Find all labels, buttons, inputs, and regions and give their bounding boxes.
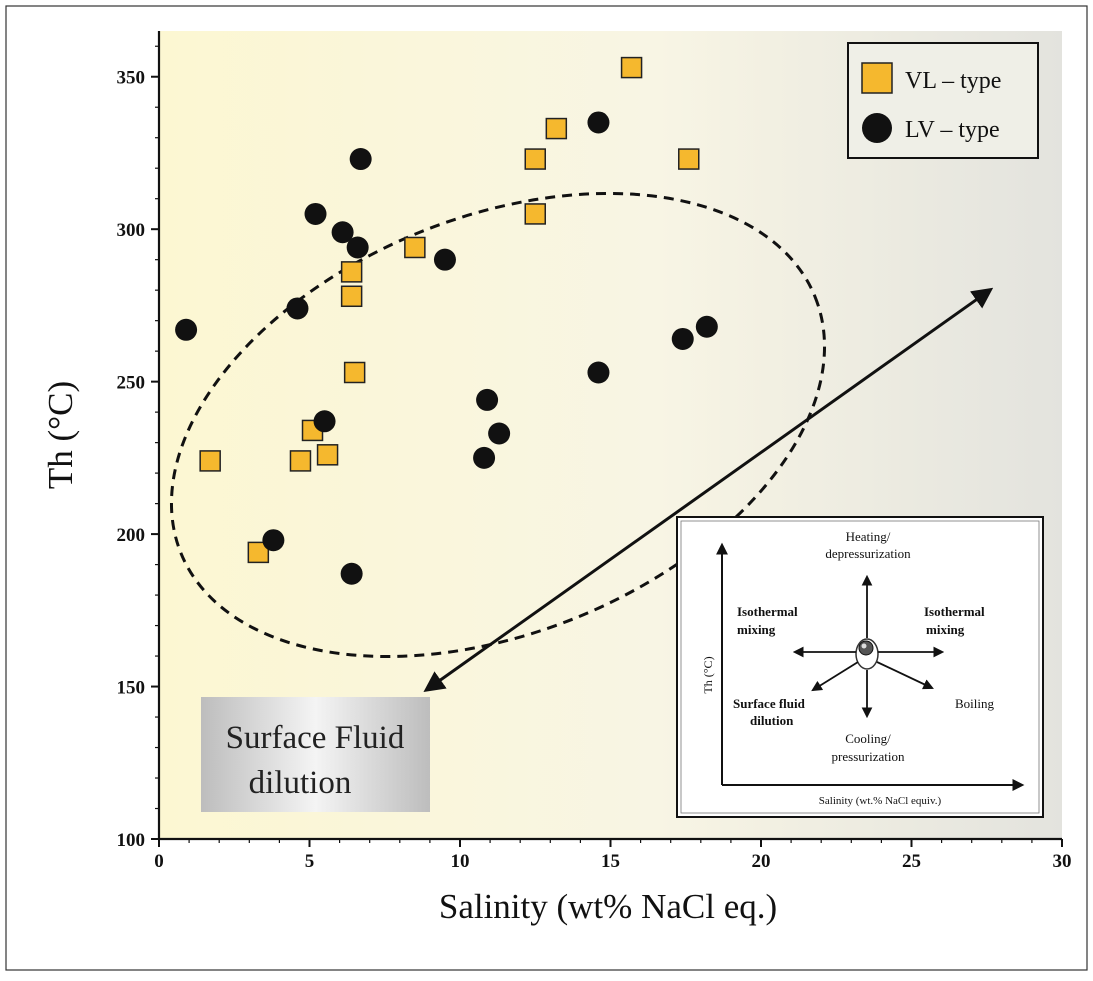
box-text-line2: dilution [249,765,352,801]
inset-label-boiling: Boiling [955,696,995,711]
vl-type-point [340,261,363,283]
y-tick-label: 250 [117,373,146,394]
vl-type-point [620,56,643,79]
x-tick-label: 5 [305,851,315,872]
inset-arrow-down-left [811,661,859,692]
x-tick-label: 15 [601,851,620,872]
lv-type-point [331,221,354,244]
inset-y-axis-label: Th (°C) [701,656,715,693]
y-axis-title: Th (°C) [41,381,80,489]
inset-center-dot [858,640,874,656]
lv-type-point [262,529,285,552]
inset-label-pressurization: pressurization [832,749,905,764]
inset-x-axis-label: Salinity (wt.% NaCl equiv.) [819,795,942,807]
vl-type-point [340,285,363,308]
y-tick-label: 350 [117,68,146,89]
x-tick-label: 25 [902,851,921,872]
vl-type-point [524,148,546,170]
lv-type-point [346,236,369,259]
lv-type-point [671,327,694,350]
y-tick-label: 100 [117,830,146,851]
lv-type-point [488,422,511,445]
legend-label-vl: VL – type [905,68,1001,94]
tick-labels: 0 5 10 15 20 25 30 100 150 200 250 300 350 [117,68,1072,872]
inset-center-highlight [861,643,867,649]
lv-type-point [313,410,336,433]
surface-fluid-dilution-box: Surface Fluid dilution [201,697,430,812]
box-text-line1: Surface Fluid [226,720,405,756]
y-tick-label: 200 [117,525,146,546]
vl-type-point [545,117,568,140]
inset-label-depressurization: depressurization [825,546,911,561]
inset-diagram: Th (°C) Salinity (wt.% NaCl equiv.) Heat… [676,516,1044,818]
lv-type-point [473,446,496,469]
lv-type-point [349,148,372,171]
x-tick-label: 10 [451,851,470,872]
x-axis-title: Salinity (wt% NaCl eq.) [439,887,777,926]
lv-type-point [340,562,363,585]
vl-type-point [678,148,700,170]
legend-marker-vl [861,62,893,94]
vl-type-point [316,444,339,466]
lv-type-point [695,315,718,338]
legend-label-lv: LV – type [905,117,1000,143]
inset-inner-border [680,520,1040,814]
data-points [175,56,718,585]
inset-label-mixing-left: mixing [737,622,776,637]
x-tick-label: 20 [752,851,771,872]
lv-type-point [587,361,610,384]
lv-type-point [286,297,309,320]
inset-border [676,516,1044,818]
inset-label-surface-fluid: Surface fluid [733,696,806,711]
lv-type-point [476,388,499,411]
vl-type-point [247,541,270,564]
lv-type-point [175,318,198,341]
lv-type-point [304,202,327,225]
vl-type-point [524,203,546,225]
vl-type-point [289,450,312,472]
inset-arrow-down-right [876,661,934,690]
lv-type-point [433,248,456,271]
lv-type-point [587,111,610,134]
legend: VL – type LV – type [847,42,1039,159]
y-tick-label: 150 [117,678,146,699]
inset-label-cooling: Cooling/ [845,731,891,746]
vl-type-point [343,361,366,384]
vl-type-point [404,236,426,259]
x-tick-label: 0 [154,851,164,872]
inset-label-mixing-right: mixing [926,622,965,637]
vl-type-point [199,450,221,472]
x-tick-label: 30 [1053,851,1072,872]
y-tick-label: 300 [117,220,146,241]
inset-label-dilution: dilution [750,713,794,728]
tick-marks [151,45,1063,847]
trend-arrow [423,287,994,693]
inset-label-isothermal-left: Isothermal [737,604,798,619]
inset-label-heating: Heating/ [846,529,891,544]
inset-label-isothermal-right: Isothermal [924,604,985,619]
legend-marker-lv [862,113,892,143]
